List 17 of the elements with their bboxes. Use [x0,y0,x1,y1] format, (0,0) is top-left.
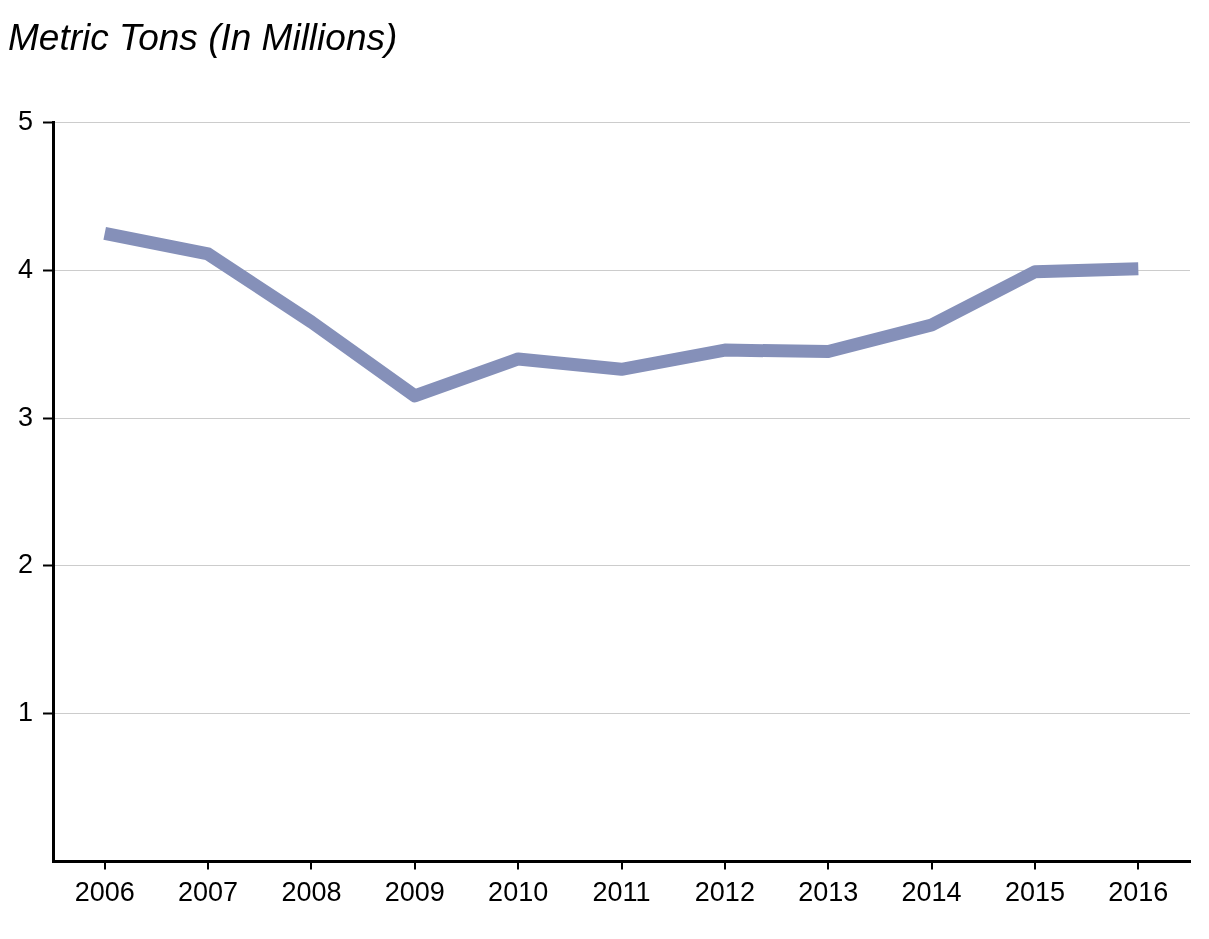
x-tick-label: 2012 [694,877,755,908]
y-tick-label: 1 [17,697,34,728]
y-axis-title: Metric Tons (In Millions) [8,17,398,59]
x-tick-label: 2014 [901,877,962,908]
x-tick-label: 2009 [384,877,445,908]
x-tick-label: 2010 [488,877,549,908]
y-tick-label: 5 [17,105,34,136]
x-tick-label: 2016 [1108,877,1169,908]
x-tick-label: 2013 [798,877,859,908]
x-tick-label: 2007 [178,877,239,908]
x-tick-label: 2015 [1004,877,1065,908]
x-tick-label: 2011 [592,877,651,908]
x-tick-label: 2006 [74,877,135,908]
y-tick-label: 3 [17,401,34,432]
x-tick-label: 2008 [281,877,342,908]
y-tick-label: 2 [17,549,34,580]
y-tick-label: 4 [17,253,34,284]
